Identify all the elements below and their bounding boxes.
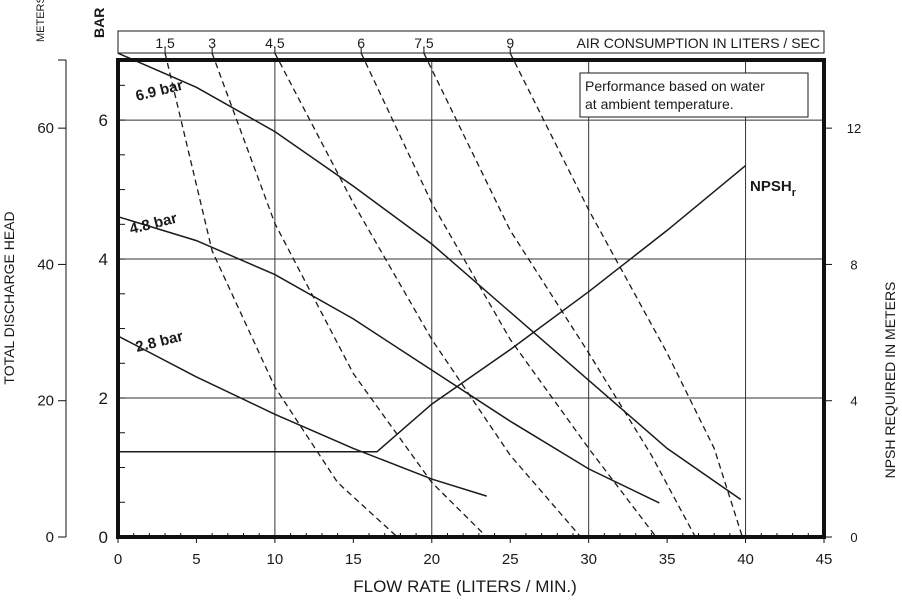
pressure-curve — [117, 52, 742, 501]
x-tick-label: 0 — [114, 551, 122, 568]
x-tick-label: 20 — [423, 551, 440, 568]
curve-label: 6.9 bar — [134, 77, 185, 105]
grid-lines — [118, 60, 824, 537]
pressure-curves — [117, 52, 747, 504]
y-axis-title-right: NPSH REQUIRED IN METERS — [882, 282, 898, 479]
note-line-1: Performance based on water — [585, 78, 765, 94]
air-tick-label: 6 — [357, 35, 365, 51]
bar-tick-label: 0 — [99, 528, 108, 547]
air-curve — [360, 52, 657, 538]
air-tick-label: 3 — [208, 35, 216, 51]
note-line-2: at ambient temperature. — [585, 96, 734, 112]
curve-label: 2.8 bar — [134, 328, 185, 356]
plot-border — [116, 58, 826, 539]
air-curve — [211, 52, 488, 538]
air-consumption-strip — [117, 30, 825, 54]
meters-unit-label: METERS — [35, 0, 47, 42]
x-tick-label: 25 — [502, 551, 519, 568]
air-curve — [423, 52, 696, 538]
x-tick-label: 10 — [267, 551, 284, 568]
air-curve — [274, 52, 582, 538]
npsh-curve — [118, 165, 747, 453]
air-tick-label: 7.5 — [414, 35, 434, 51]
pressure-curve — [117, 335, 487, 497]
bar-tick-label: 6 — [99, 111, 108, 130]
air-tick-label: 9 — [506, 35, 514, 51]
x-tick-label: 45 — [816, 551, 833, 568]
air-curve — [164, 53, 398, 538]
npsh-label-subscript: r — [792, 187, 797, 199]
meters-tick-label: 0 — [46, 529, 54, 546]
pressure-curve — [117, 215, 660, 504]
bar-unit-label: BAR — [91, 8, 107, 38]
npsh-label: NPSHr — [750, 178, 797, 199]
air-axis-label: AIR CONSUMPTION IN LITERS / SEC — [577, 35, 820, 51]
x-tick-label: 40 — [737, 551, 754, 568]
bar-tick-label: 4 — [99, 250, 108, 269]
air-curve — [509, 52, 744, 538]
air-consumption-curves — [164, 52, 744, 538]
npsh-label-main: NPSH — [750, 178, 792, 195]
x-tick-label: 5 — [192, 551, 200, 568]
x-tick-label: 15 — [345, 551, 362, 568]
bar-tick-label: 2 — [99, 389, 108, 408]
npsh-tick-label: 4 — [850, 394, 857, 409]
note-box — [579, 72, 809, 118]
air-tick-label: 1.5 — [155, 35, 175, 51]
x-axis-title: FLOW RATE (LITERS / MIN.) — [353, 577, 577, 596]
meters-tick-label: 40 — [37, 256, 54, 273]
plot-frame — [116, 58, 826, 539]
y-axis-title-left: TOTAL DISCHARGE HEAD — [1, 211, 17, 384]
npsh-tick-label: 0 — [850, 530, 857, 545]
npsh-tick-label: 8 — [850, 257, 857, 272]
x-tick-label: 30 — [580, 551, 597, 568]
air-tick-label: 4.5 — [265, 35, 285, 51]
meters-tick-label: 60 — [37, 120, 54, 137]
x-tick-label: 35 — [659, 551, 676, 568]
npsh-tick-label: 12 — [847, 121, 861, 136]
meters-tick-label: 20 — [37, 393, 54, 410]
